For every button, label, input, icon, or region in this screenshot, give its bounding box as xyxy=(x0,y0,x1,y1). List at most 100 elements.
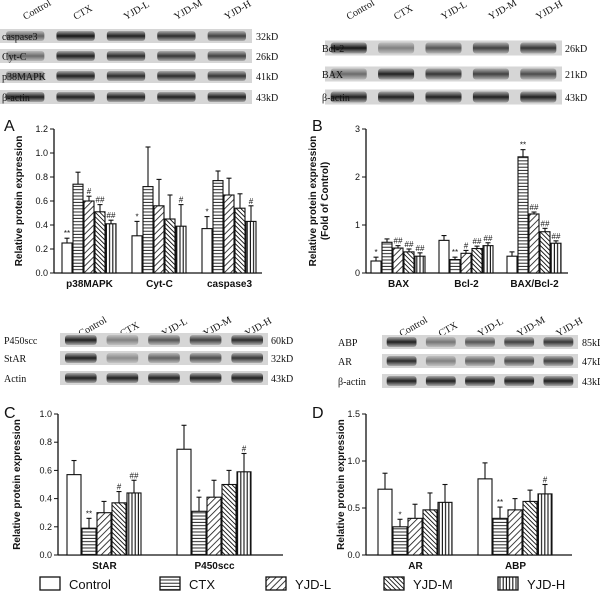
protein-name: Actin xyxy=(4,374,26,385)
lane-label: CTX xyxy=(72,3,95,23)
protein-band xyxy=(56,92,95,102)
bar xyxy=(66,474,82,556)
protein-band xyxy=(148,353,180,363)
bar xyxy=(153,205,165,274)
y-tick-label: 0.0 xyxy=(39,550,52,560)
protein-band xyxy=(157,71,196,81)
protein-band xyxy=(472,68,509,80)
significance-mark: ** xyxy=(64,229,70,238)
protein-band xyxy=(106,373,139,383)
protein-band xyxy=(207,31,246,41)
lane-label: YJD-H xyxy=(534,0,565,23)
lane-label: YJD-M xyxy=(487,0,519,23)
protein-name: P450scc xyxy=(4,336,38,347)
y-tick-label: 1 xyxy=(355,220,360,230)
y-axis-label: Relative protein expression xyxy=(12,419,23,550)
legend-swatch xyxy=(159,576,181,591)
protein-band xyxy=(425,68,462,80)
bar xyxy=(94,211,106,274)
significance-mark: # xyxy=(179,196,184,205)
protein-band xyxy=(231,335,264,345)
protein-band xyxy=(56,31,95,41)
protein-band xyxy=(148,373,180,383)
bar xyxy=(191,510,207,556)
bar xyxy=(377,488,393,556)
significance-mark: * xyxy=(374,248,377,257)
y-tick-label: 0.6 xyxy=(35,196,48,206)
bar xyxy=(437,501,453,556)
bar xyxy=(72,183,84,274)
significance-mark: # xyxy=(242,444,247,453)
protein-band xyxy=(378,42,415,54)
bar xyxy=(234,207,246,274)
lane-label: YJD-L xyxy=(122,0,152,23)
bar xyxy=(83,200,95,274)
category-label: StAR xyxy=(92,561,117,572)
protein-name: β-actin xyxy=(338,377,366,388)
molecular-weight: 60kD xyxy=(271,336,293,347)
category-label: Cyt-C xyxy=(146,279,173,290)
legend-label: Control xyxy=(69,577,111,592)
protein-band xyxy=(378,68,415,80)
lane-label: YJD-M xyxy=(172,0,204,23)
bar xyxy=(61,242,73,274)
bar xyxy=(407,517,423,556)
protein-band xyxy=(425,91,462,103)
legend: Control CTX YJD-L YJD-M YJD-H xyxy=(39,576,565,592)
legend-swatch xyxy=(383,576,405,591)
protein-band xyxy=(330,42,367,54)
bar xyxy=(236,471,252,556)
protein-band xyxy=(330,91,367,103)
significance-mark: * xyxy=(205,208,208,217)
protein-band xyxy=(465,337,495,347)
protein-name: ABP xyxy=(338,338,358,349)
protein-band xyxy=(543,337,574,347)
protein-band xyxy=(520,42,557,54)
protein-band xyxy=(386,337,417,347)
bar xyxy=(392,526,408,556)
y-tick-label: 1.0 xyxy=(35,148,48,158)
protein-band xyxy=(6,92,45,102)
y-tick-label: 0.0 xyxy=(35,268,48,278)
significance-mark: # xyxy=(543,476,548,485)
lane-label: Control xyxy=(345,0,377,23)
bar xyxy=(517,156,529,274)
lane-label: YJD-H xyxy=(223,0,254,23)
category-label: AR xyxy=(408,561,423,572)
y-tick-label: 3 xyxy=(355,124,360,134)
category-label: P450scc xyxy=(194,561,234,572)
western-blot-bottom-right: ControlCTXYJD-LYJD-MYJD-HABP85kDAR47kDβ-… xyxy=(338,315,600,388)
y-tick-label: 2 xyxy=(355,172,360,182)
category-label: BAX/Bcl-2 xyxy=(510,279,559,290)
bar xyxy=(164,218,176,274)
bar xyxy=(81,527,97,556)
protein-name: caspase3 xyxy=(2,32,38,43)
significance-mark: ## xyxy=(405,240,414,249)
significance-mark: ## xyxy=(530,203,539,212)
bar xyxy=(212,180,224,274)
significance-mark: ## xyxy=(416,244,425,253)
bar xyxy=(449,259,461,274)
panel-letter-a: A xyxy=(4,118,15,135)
significance-mark: # xyxy=(117,483,122,492)
protein-band xyxy=(520,91,557,103)
lane-label: YJD-L xyxy=(440,0,470,23)
protein-name: AR xyxy=(338,357,352,368)
bar xyxy=(528,213,540,274)
significance-mark: ** xyxy=(86,509,92,518)
legend-label: YJD-M xyxy=(413,577,453,592)
significance-mark: # xyxy=(249,197,254,206)
protein-band xyxy=(378,91,415,103)
molecular-weight: 32kD xyxy=(271,354,293,365)
protein-band xyxy=(64,373,97,383)
y-tick-label: 0.8 xyxy=(39,437,52,447)
significance-mark: ## xyxy=(473,237,482,246)
bar xyxy=(223,194,235,274)
molecular-weight: 32kD xyxy=(256,32,278,43)
protein-name: StAR xyxy=(4,354,27,365)
y-axis-label: Relative protein expression xyxy=(14,136,25,267)
protein-band xyxy=(231,373,264,383)
molecular-weight: 41kD xyxy=(256,72,278,83)
protein-band xyxy=(425,376,456,386)
protein-name: Bcl-2 xyxy=(322,44,344,55)
